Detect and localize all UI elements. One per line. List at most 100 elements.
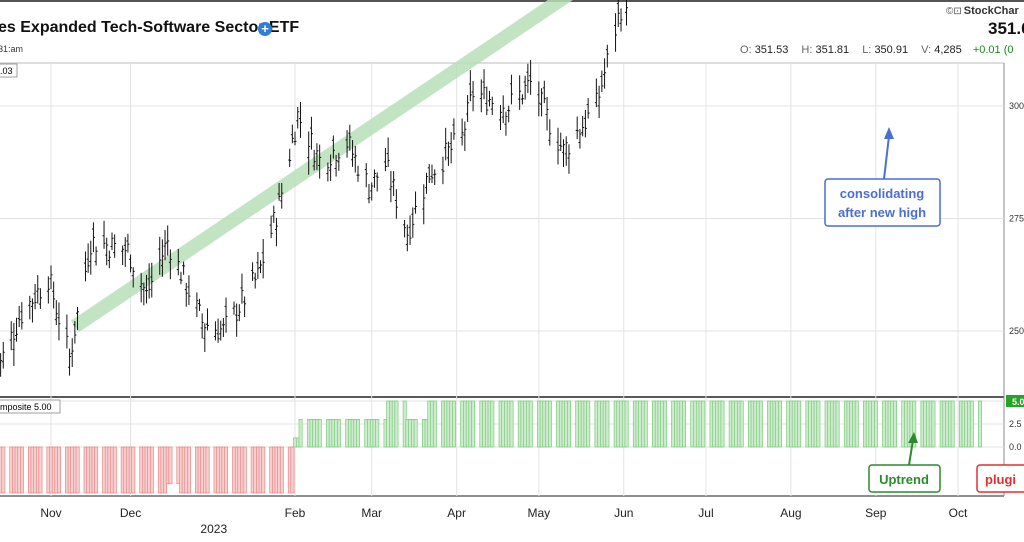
brand-name: StockChar: [963, 5, 1019, 17]
month-label: Apr: [447, 506, 466, 520]
indicator-bar: [912, 400, 917, 448]
uptrend-callout-box: [868, 464, 941, 493]
month-label: Dec: [120, 506, 141, 520]
brand-logo[interactable]: ©⊡ StockChar: [946, 5, 1019, 17]
top-border: [0, 0, 1024, 2]
price-tag-left: [0, 63, 18, 78]
plugin-callout-box: [976, 464, 1024, 493]
indicator-tick-label: 0.0: [1009, 442, 1022, 452]
month-label: Feb: [285, 506, 306, 520]
indicator-bar: [893, 400, 897, 448]
indicator-bar: [547, 400, 552, 448]
change-value: +0.01 (0: [972, 44, 1014, 56]
indicator-bar: [375, 419, 380, 448]
indicator-value-tag: [1006, 395, 1024, 407]
indicator-bar: [413, 419, 418, 448]
indicator-bar: [471, 400, 476, 448]
indicator-bar: [624, 400, 629, 448]
indicator-bar: [20, 446, 24, 494]
uptrend-callout-arrowhead: [908, 432, 918, 443]
indicator-bar: [1, 446, 6, 494]
month-label: Jun: [614, 506, 633, 520]
logo-icon: ©⊡: [946, 6, 962, 17]
indicator-bar: [57, 446, 61, 494]
indicator-bars: [0, 400, 982, 494]
price-tick-label: 275: [1009, 214, 1024, 224]
low-label: L:: [862, 44, 872, 56]
low-value: 350.91: [874, 44, 909, 56]
chart-title: es Expanded Tech-Software Sector ETF: [0, 19, 300, 36]
indicator-bar: [112, 446, 117, 494]
indicator-value-tag-text: 5.0: [1012, 397, 1024, 407]
indicator-bar: [224, 446, 229, 494]
indicator-bar: [168, 446, 173, 485]
indicator-bar: [643, 400, 648, 448]
price-tag-left-text: .03: [0, 66, 13, 76]
consolidating-callout-box: [824, 178, 941, 227]
indicator-bar: [261, 446, 266, 494]
uptrend-callout-text: Uptrend: [879, 472, 929, 487]
indicator-bar: [720, 400, 725, 448]
open-label: O:: [740, 44, 752, 56]
month-label: Aug: [780, 506, 801, 520]
month-label: Jul: [698, 506, 713, 520]
indicator-label-box: [0, 399, 61, 414]
indicator-bar: [394, 400, 399, 448]
uptrend-callout-pointer: [908, 439, 914, 466]
indicator-bar: [528, 400, 533, 448]
indicator-bar: [701, 400, 706, 448]
indicator-bar: [356, 419, 361, 448]
month-label: Mar: [361, 506, 382, 520]
indicator-bar: [452, 400, 456, 448]
indicator-bar: [931, 400, 936, 448]
open-value: 351.53: [754, 44, 789, 56]
consolidating-callout-text: consolidating: [840, 186, 925, 201]
indicator-bar: [205, 446, 210, 494]
indicator-bar: [317, 419, 322, 448]
timestamp: 31:am: [0, 44, 24, 54]
indicator-bar: [739, 400, 744, 448]
indicator-bar: [835, 400, 840, 448]
indicator-bar: [38, 446, 43, 494]
indicator-bar: [816, 400, 821, 448]
indicator-bar: [242, 446, 247, 494]
indicator-bar: [778, 400, 782, 448]
indicator-bar: [663, 400, 667, 448]
consolidating-callout-text: after new high: [838, 205, 926, 220]
indicator-bar: [509, 400, 514, 448]
indicator-bar: [854, 400, 859, 448]
indicator-label-text: mposite 5.00: [0, 402, 52, 412]
ohlc-readout: O: 351.53 H: 351.81 L: 350.91 V: 4,285 +…: [740, 44, 1013, 56]
indicator-bar: [94, 446, 99, 494]
add-icon[interactable]: +: [258, 22, 272, 36]
indicator-bar: [149, 446, 154, 494]
indicator-bar: [337, 419, 341, 448]
indicator-bar: [978, 400, 982, 448]
price-tick-label: 300: [1009, 101, 1024, 111]
month-label: Sep: [865, 506, 887, 520]
volume-value: 4,285: [934, 44, 962, 56]
indicator-bar: [586, 400, 591, 448]
indicator-bar: [290, 446, 295, 494]
high-value: 351.81: [815, 44, 850, 56]
price-bars: [0, 0, 628, 377]
plugin-callout-text: plugi: [985, 472, 1016, 487]
month-label: Oct: [949, 506, 968, 520]
month-label: Nov: [40, 506, 61, 520]
indicator-bar: [950, 400, 955, 448]
price-tick-label: 250: [1009, 326, 1024, 336]
indicator-bar: [131, 446, 136, 494]
indicator-bar: [298, 419, 303, 448]
month-label: May: [527, 506, 550, 520]
indicator-bar: [432, 400, 437, 448]
consolidating-callout-pointer: [883, 135, 890, 180]
last-price: 351.0: [988, 19, 1024, 38]
indicator-tick-label: 2.5: [1009, 419, 1022, 429]
volume-label: V:: [921, 44, 932, 56]
indicator-bar: [187, 446, 191, 494]
indicator-bar: [279, 446, 284, 494]
indicator-bar: [797, 400, 802, 448]
indicator-bar: [874, 400, 878, 448]
indicator-bar: [490, 400, 495, 448]
